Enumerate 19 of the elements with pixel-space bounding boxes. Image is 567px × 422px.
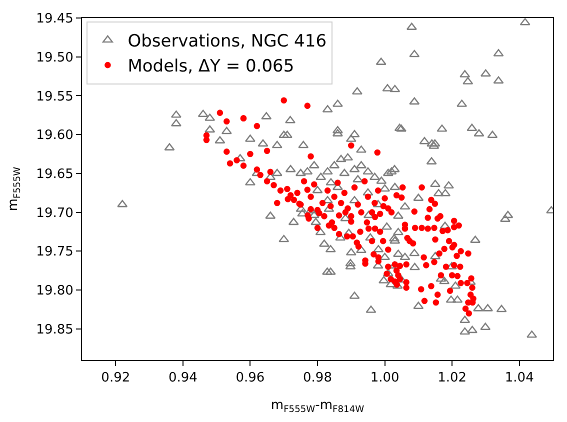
x-tick-label: 0.94: [168, 370, 198, 386]
x-tick-label: 1.02: [438, 370, 467, 386]
y-tick-label: 19.55: [36, 89, 74, 104]
x-tick-label: 0.98: [303, 370, 332, 386]
y-tick-label: 19.45: [36, 12, 74, 27]
x-axis-title: m$_{F555W}$-m$_{F814W}$: [270, 398, 364, 415]
x-tick-label: 1.00: [370, 370, 400, 386]
legend-label: Models, ΔY = 0.065: [128, 56, 294, 77]
x-tick-label: 1.04: [504, 370, 534, 386]
y-tick-label: 19.65: [36, 167, 74, 182]
x-tick-label: 0.92: [101, 370, 130, 386]
y-tick-label: 19.75: [36, 244, 74, 260]
y-tick-label: 19.70: [36, 206, 74, 221]
y-tick-label: 19.85: [36, 322, 74, 338]
y-tick-label: 19.50: [36, 50, 74, 66]
y-tick-label: 19.80: [36, 284, 74, 299]
x-tick-label: 0.96: [236, 370, 265, 386]
legend-label: Observations, NGC 416: [128, 32, 327, 52]
y-tick-label: 19.60: [36, 128, 74, 144]
